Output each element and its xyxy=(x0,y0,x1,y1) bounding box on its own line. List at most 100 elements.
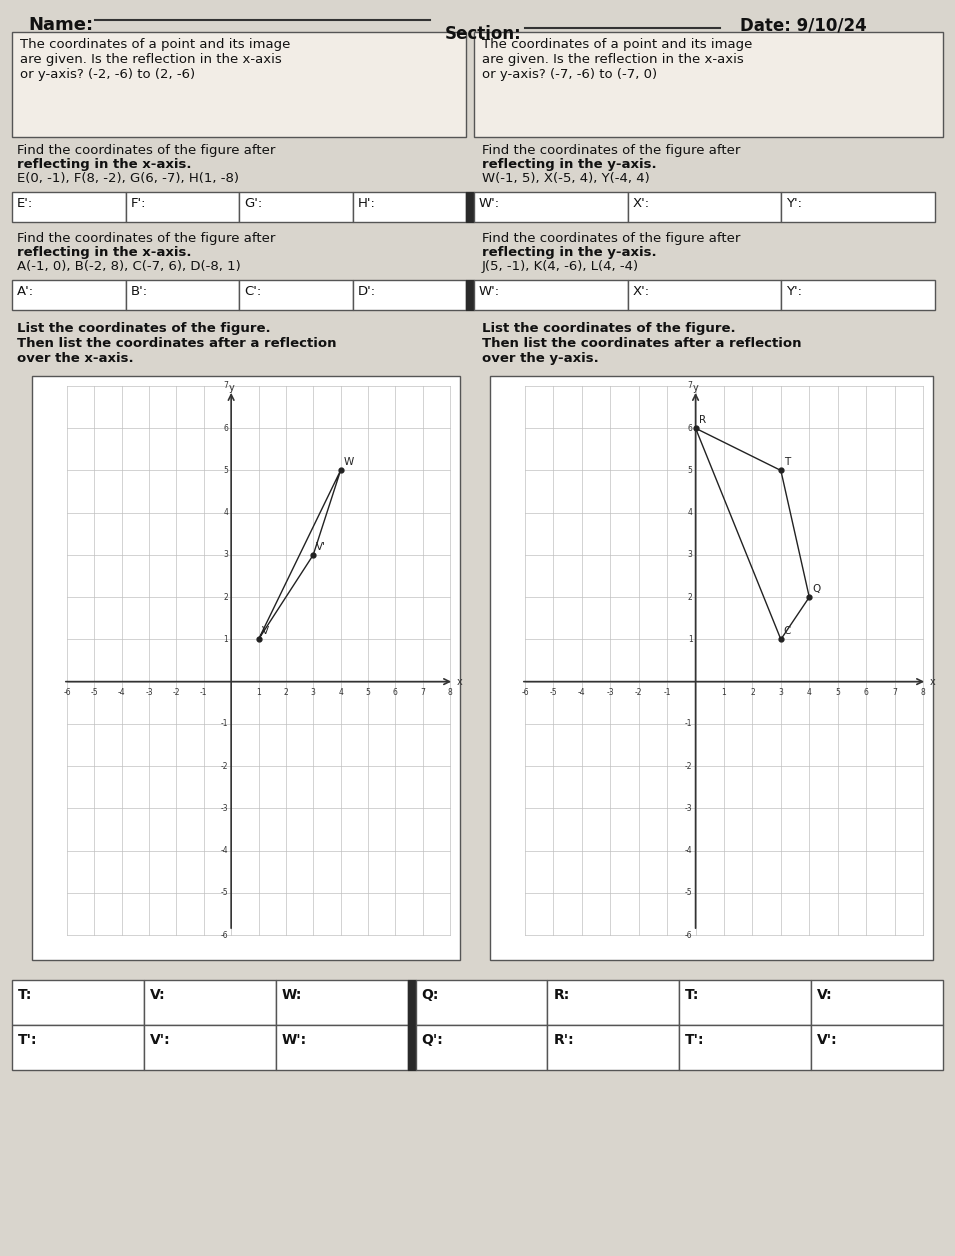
Bar xyxy=(144,1025,276,1070)
Bar xyxy=(144,980,276,1025)
Text: T':: T': xyxy=(18,1032,37,1048)
Text: 4: 4 xyxy=(338,687,343,697)
Bar xyxy=(474,192,627,222)
Text: x: x xyxy=(930,677,936,687)
Bar xyxy=(239,192,352,222)
Text: -2: -2 xyxy=(173,687,180,697)
Text: Q: Q xyxy=(813,584,820,594)
Bar xyxy=(781,192,935,222)
Bar xyxy=(12,192,125,222)
Text: A':: A': xyxy=(17,285,34,298)
Text: reflecting in the x-axis.: reflecting in the x-axis. xyxy=(17,246,192,259)
Bar xyxy=(811,1025,943,1070)
Text: Section:: Section: xyxy=(445,25,521,43)
Bar xyxy=(415,980,547,1025)
Text: Find the coordinates of the figure after: Find the coordinates of the figure after xyxy=(482,144,740,157)
Text: reflecting in the y-axis.: reflecting in the y-axis. xyxy=(482,246,657,259)
Text: V:: V: xyxy=(817,988,833,1002)
Text: W(-1, 5), X(-5, 4), Y(-4, 4): W(-1, 5), X(-5, 4), Y(-4, 4) xyxy=(482,172,649,185)
Bar xyxy=(125,280,239,310)
Text: T':: T': xyxy=(686,1032,705,1048)
Bar xyxy=(32,376,460,960)
Text: W':: W': xyxy=(479,285,500,298)
Text: List the coordinates of the figure.
Then list the coordinates after a reflection: List the coordinates of the figure. Then… xyxy=(482,322,801,365)
Text: 6: 6 xyxy=(863,687,869,697)
Text: B':: B': xyxy=(131,285,148,298)
Text: -1: -1 xyxy=(685,720,692,728)
Text: J(5, -1), K(4, -6), L(4, -4): J(5, -1), K(4, -6), L(4, -4) xyxy=(482,260,639,273)
Text: Date: 9/10/24: Date: 9/10/24 xyxy=(740,16,867,34)
Bar xyxy=(408,980,415,1070)
Text: C: C xyxy=(784,627,792,637)
Text: 6: 6 xyxy=(223,423,228,433)
Text: -5: -5 xyxy=(685,888,692,897)
Bar xyxy=(276,980,408,1025)
Text: y: y xyxy=(228,383,234,393)
Text: C':: C': xyxy=(244,285,262,298)
Bar xyxy=(12,280,125,310)
Text: R':: R': xyxy=(554,1032,574,1048)
Text: -2: -2 xyxy=(221,761,228,771)
Text: 3: 3 xyxy=(223,550,228,559)
Text: -3: -3 xyxy=(145,687,153,697)
Text: -1: -1 xyxy=(664,687,671,697)
Text: 6: 6 xyxy=(393,687,397,697)
Bar xyxy=(490,376,933,960)
Text: -3: -3 xyxy=(685,804,692,813)
Text: Q:: Q: xyxy=(421,988,439,1002)
Text: V: V xyxy=(262,627,268,637)
Bar xyxy=(547,1025,679,1070)
Text: Name:: Name: xyxy=(28,16,94,34)
Text: 1: 1 xyxy=(256,687,261,697)
Bar xyxy=(12,1025,144,1070)
Text: reflecting in the x-axis.: reflecting in the x-axis. xyxy=(17,158,192,171)
Text: -6: -6 xyxy=(221,931,228,939)
Text: -6: -6 xyxy=(63,687,71,697)
Text: x: x xyxy=(457,677,463,687)
Text: -4: -4 xyxy=(578,687,585,697)
Text: 5: 5 xyxy=(836,687,840,697)
Text: R: R xyxy=(698,416,706,426)
Text: -2: -2 xyxy=(685,761,692,771)
Text: F':: F': xyxy=(131,197,146,210)
Bar xyxy=(474,31,943,137)
Bar xyxy=(547,980,679,1025)
Text: 7: 7 xyxy=(892,687,897,697)
Bar xyxy=(627,192,781,222)
Text: A(-1, 0), B(-2, 8), C(-7, 6), D(-8, 1): A(-1, 0), B(-2, 8), C(-7, 6), D(-8, 1) xyxy=(17,260,241,273)
Text: T:: T: xyxy=(18,988,32,1002)
Text: E(0, -1), F(8, -2), G(6, -7), H(1, -8): E(0, -1), F(8, -2), G(6, -7), H(1, -8) xyxy=(17,172,239,185)
Text: 1: 1 xyxy=(722,687,727,697)
Text: -5: -5 xyxy=(221,888,228,897)
Bar xyxy=(276,1025,408,1070)
Text: 4: 4 xyxy=(223,509,228,517)
Bar xyxy=(811,980,943,1025)
Bar xyxy=(12,31,466,137)
Text: List the coordinates of the figure.
Then list the coordinates after a reflection: List the coordinates of the figure. Then… xyxy=(17,322,336,365)
Bar xyxy=(352,280,466,310)
Text: V': V' xyxy=(316,541,327,551)
Text: 7: 7 xyxy=(223,382,228,391)
Text: Y':: Y': xyxy=(786,285,802,298)
Text: -5: -5 xyxy=(91,687,98,697)
Text: V':: V': xyxy=(150,1032,171,1048)
Text: V':: V': xyxy=(817,1032,838,1048)
Text: Find the coordinates of the figure after: Find the coordinates of the figure after xyxy=(17,144,275,157)
Bar xyxy=(474,280,627,310)
Bar xyxy=(466,192,474,222)
Text: -5: -5 xyxy=(550,687,557,697)
Text: G':: G': xyxy=(244,197,263,210)
Text: E':: E': xyxy=(17,197,33,210)
Text: W: W xyxy=(344,457,353,467)
Text: Q':: Q': xyxy=(421,1032,443,1048)
Text: -2: -2 xyxy=(635,687,643,697)
Text: 2: 2 xyxy=(688,593,692,602)
Text: T:: T: xyxy=(686,988,700,1002)
Bar xyxy=(415,1025,547,1070)
Text: -1: -1 xyxy=(221,720,228,728)
Text: V:: V: xyxy=(150,988,165,1002)
Text: 2: 2 xyxy=(223,593,228,602)
Text: 7: 7 xyxy=(688,382,692,391)
Text: Y':: Y': xyxy=(786,197,802,210)
Text: 7: 7 xyxy=(420,687,425,697)
